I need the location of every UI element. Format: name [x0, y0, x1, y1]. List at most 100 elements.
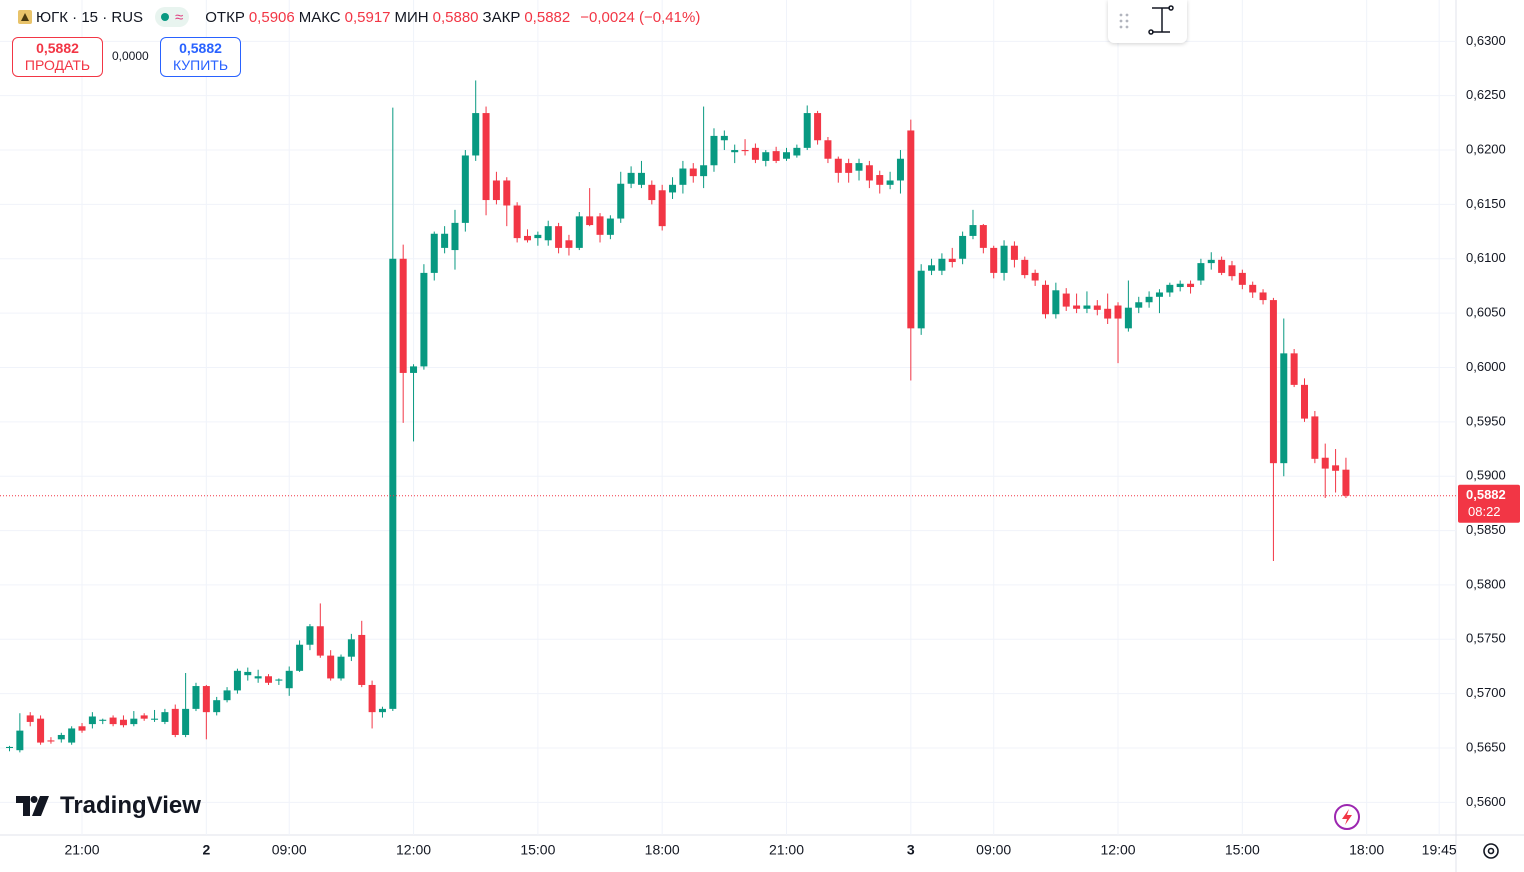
candle-body [658, 190, 666, 227]
candle-body [1249, 284, 1257, 293]
candle-body [213, 700, 221, 713]
candle-body [130, 718, 138, 725]
candle-body [182, 708, 190, 735]
status-chip[interactable]: ≈ [155, 7, 190, 27]
candle-body [1321, 457, 1329, 469]
candle-body [1031, 272, 1039, 281]
sell-button[interactable]: 0,5882 ПРОДАТЬ [12, 37, 103, 77]
candle-body [1311, 416, 1319, 459]
candle-body [824, 140, 832, 159]
symbol[interactable]: ЮГК · 15 · RUS [36, 8, 144, 26]
price-tag-timer: 08:22 [1468, 504, 1501, 519]
y-tick-label: 0,6300 [1466, 33, 1506, 48]
candle-body [606, 218, 614, 235]
candle-body [1332, 465, 1340, 471]
y-tick-label: 0,6150 [1466, 196, 1506, 211]
candle-body [1228, 265, 1236, 277]
candle-body [731, 150, 739, 153]
candle-body [1269, 300, 1277, 464]
candle-body [68, 728, 76, 743]
candle-body [316, 626, 324, 656]
candle-body [472, 113, 480, 156]
candle-body [151, 718, 159, 720]
candle-body [1342, 469, 1350, 496]
logo[interactable]: TradingView [16, 792, 201, 820]
candle-body [700, 165, 708, 177]
candle-body [410, 366, 418, 373]
candle-body [669, 184, 677, 193]
candle-body [1166, 284, 1174, 293]
candle-body [378, 708, 386, 713]
logo-mark [16, 796, 49, 816]
price-tag-box [1458, 484, 1520, 523]
y-tick-label: 0,5750 [1466, 631, 1506, 646]
candle-body [720, 135, 728, 141]
settings-button[interactable] [1480, 840, 1502, 862]
candle-body [544, 226, 552, 241]
candle-body [1301, 384, 1308, 419]
y-tick-label: 0,5950 [1466, 413, 1506, 428]
close-value: 0,5882 [524, 8, 571, 26]
candle-body [959, 235, 967, 259]
change: −0,0024 (−0,41%) [580, 8, 701, 26]
candle-body [710, 135, 718, 166]
x-tick-label: 18:00 [645, 842, 680, 858]
candle-body [223, 690, 231, 701]
open-label: ОТКР [205, 8, 245, 26]
candle-body [803, 113, 811, 148]
candle-body [938, 258, 946, 271]
candle-body [285, 670, 293, 689]
candle-body [865, 165, 873, 181]
candle-body [1104, 308, 1112, 319]
candle-body [265, 676, 272, 683]
x-tick-label: 21:00 [64, 842, 99, 858]
x-tick-label: 15:00 [1225, 842, 1260, 858]
candle-body [1000, 245, 1008, 273]
candle-body [1021, 259, 1029, 276]
y-tick-label: 0,6200 [1466, 141, 1506, 156]
candle-body [876, 175, 884, 185]
low-label: МИН [394, 8, 429, 26]
candle-body [969, 225, 977, 236]
candle-body [358, 634, 366, 685]
candle-body [1093, 305, 1101, 310]
candle-body [834, 158, 842, 173]
low-value: 0,5880 [432, 8, 479, 26]
candle-body [1155, 292, 1163, 297]
candle-body [1114, 305, 1122, 319]
candle-body [161, 712, 169, 722]
candle-body [109, 717, 117, 725]
x-tick-label: 09:00 [272, 842, 307, 858]
open-value: 0,5906 [248, 8, 295, 26]
buy-button[interactable]: 0,5882 КУПИТЬ [160, 37, 241, 77]
lightning-button[interactable] [1333, 803, 1361, 831]
candle-body [627, 172, 635, 184]
y-tick-label: 0,5900 [1466, 468, 1506, 483]
candle-body [637, 172, 645, 185]
candle-body [140, 715, 148, 719]
candle-body [399, 258, 407, 373]
close-label: ЗАКР [482, 8, 521, 26]
candle-body [233, 670, 241, 691]
sell-label: ПРОДАТЬ [24, 57, 91, 73]
candle-body [202, 686, 210, 713]
candle-body [1062, 293, 1070, 307]
candle-body [1218, 259, 1226, 273]
toolbar-icons[interactable] [1108, 0, 1187, 43]
candle-body [47, 740, 55, 742]
candle-body [524, 235, 531, 241]
candle-body [1124, 307, 1132, 329]
y-tick-label: 0,6000 [1466, 359, 1506, 374]
candle-body [741, 150, 749, 152]
candle-body [244, 671, 252, 676]
candle-body [1207, 259, 1215, 264]
candle-body [979, 225, 987, 248]
candle-body [37, 718, 45, 743]
y-tick-label: 0,6100 [1466, 250, 1506, 265]
x-tick-label: 21:00 [769, 842, 804, 858]
candle-body [420, 272, 428, 367]
high-label: МАКС [298, 8, 341, 26]
candle-body [513, 205, 521, 239]
